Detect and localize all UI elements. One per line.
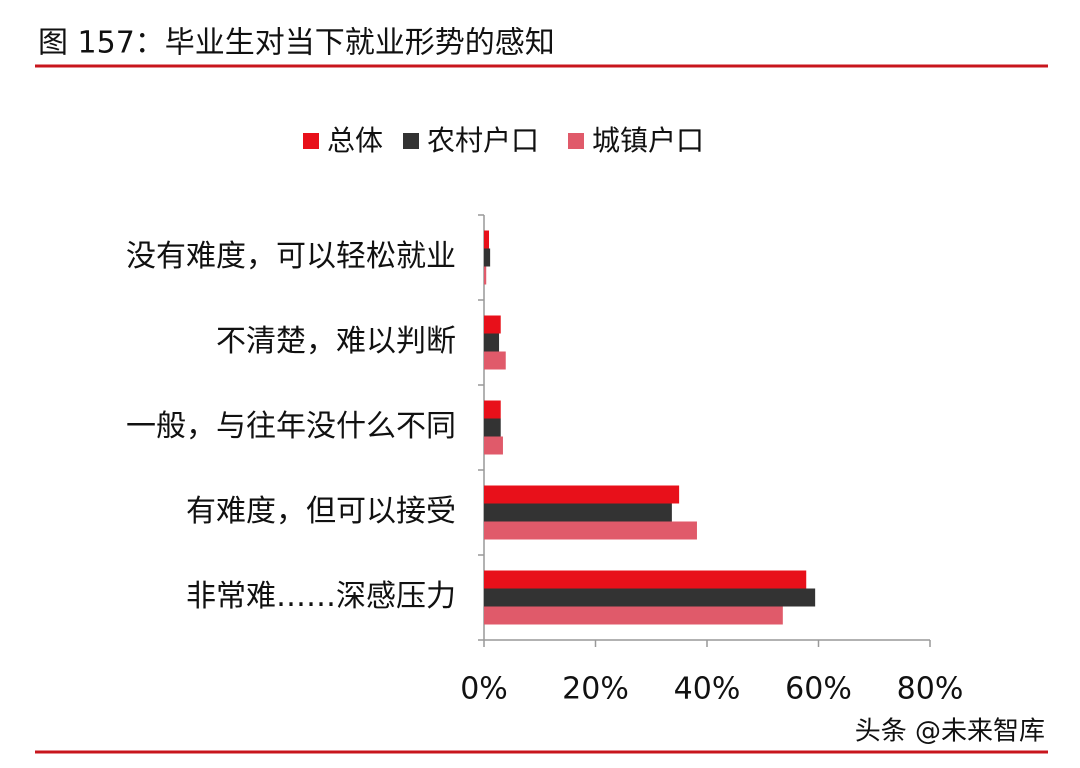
x-tick-label: 0% [460,672,508,707]
x-tick-label: 20% [562,672,629,707]
bar [484,315,501,334]
bar [484,436,503,455]
legend-swatch [568,133,584,149]
x-tick-label: 80% [897,672,964,707]
bar [484,606,783,625]
bar [484,266,487,285]
bar [484,503,672,522]
legend-label: 农村户口 [427,124,539,157]
legend-swatch [403,133,419,149]
category-label: 一般，与往年没什么不同 [126,409,456,444]
bar [484,485,680,504]
bar [484,351,506,370]
bar [484,418,501,437]
category-label: 有难度，但可以接受 [186,494,456,529]
bar [484,230,490,249]
bar [484,570,807,589]
legend-label: 总体 [327,124,383,157]
legend-swatch [303,133,319,149]
bar [484,400,501,419]
category-label: 不清楚，难以判断 [216,324,456,359]
chart-title: 图 157：毕业生对当下就业形势的感知 [38,26,555,61]
watermark: 头条 @未来智库 [855,717,1045,747]
category-label: 非常难……深感压力 [186,579,456,614]
category-label: 没有难度，可以轻松就业 [126,239,456,274]
bar [484,333,500,352]
x-tick-label: 40% [674,672,741,707]
x-tick-label: 60% [785,672,852,707]
bar [484,248,491,267]
legend-label: 城镇户口 [592,124,704,157]
bar [484,521,697,540]
bar [484,588,816,607]
